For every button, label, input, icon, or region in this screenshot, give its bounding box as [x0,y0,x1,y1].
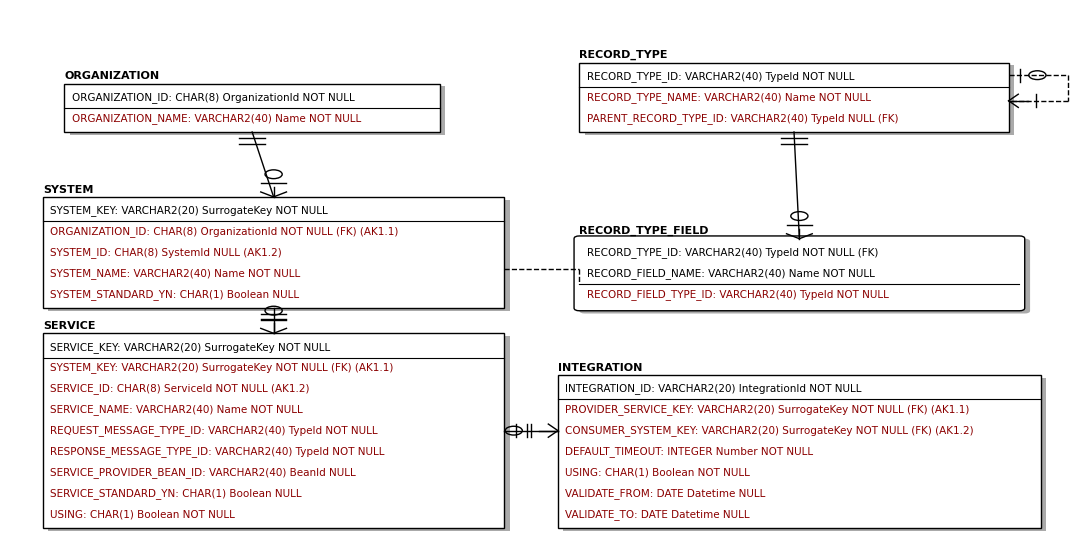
Text: VALIDATE_TO: DATE Datetime NULL: VALIDATE_TO: DATE Datetime NULL [565,509,750,520]
Text: RECORD_TYPE: RECORD_TYPE [579,50,667,60]
Text: SERVICE_PROVIDER_BEAN_ID: VARCHAR2(40) BeanId NULL: SERVICE_PROVIDER_BEAN_ID: VARCHAR2(40) B… [50,467,356,478]
FancyBboxPatch shape [579,239,1030,313]
FancyBboxPatch shape [585,65,1014,135]
Text: SERVICE_STANDARD_YN: CHAR(1) Boolean NULL: SERVICE_STANDARD_YN: CHAR(1) Boolean NUL… [50,488,303,499]
Text: SYSTEM_STANDARD_YN: CHAR(1) Boolean NULL: SYSTEM_STANDARD_YN: CHAR(1) Boolean NULL [50,289,299,300]
Text: CONSUMER_SYSTEM_KEY: VARCHAR2(20) SurrogateKey NOT NULL (FK) (AK1.2): CONSUMER_SYSTEM_KEY: VARCHAR2(20) Surrog… [565,425,974,436]
FancyBboxPatch shape [563,378,1046,531]
Text: SERVICE: SERVICE [43,321,95,331]
FancyBboxPatch shape [574,236,1025,311]
Text: RECORD_TYPE_ID: VARCHAR2(40) TypeId NOT NULL: RECORD_TYPE_ID: VARCHAR2(40) TypeId NOT … [587,71,854,82]
Text: PARENT_RECORD_TYPE_ID: VARCHAR2(40) TypeId NULL (FK): PARENT_RECORD_TYPE_ID: VARCHAR2(40) Type… [587,113,898,124]
FancyBboxPatch shape [48,336,510,531]
Text: REQUEST_MESSAGE_TYPE_ID: VARCHAR2(40) TypeId NOT NULL: REQUEST_MESSAGE_TYPE_ID: VARCHAR2(40) Ty… [50,425,378,436]
Bar [43,197,504,308]
Text: INTEGRATION: INTEGRATION [558,363,643,373]
Text: ORGANIZATION_ID: CHAR(8) OrganizationId NOT NULL (FK) (AK1.1): ORGANIZATION_ID: CHAR(8) OrganizationId … [50,226,399,237]
Text: RECORD_TYPE_FIELD: RECORD_TYPE_FIELD [579,226,709,236]
Text: VALIDATE_FROM: DATE Datetime NULL: VALIDATE_FROM: DATE Datetime NULL [565,488,766,499]
Text: ORGANIZATION_ID: CHAR(8) OrganizationId NOT NULL: ORGANIZATION_ID: CHAR(8) OrganizationId … [72,92,355,103]
Text: RESPONSE_MESSAGE_TYPE_ID: VARCHAR2(40) TypeId NOT NULL: RESPONSE_MESSAGE_TYPE_ID: VARCHAR2(40) T… [50,446,385,457]
Text: SYSTEM_KEY: VARCHAR2(20) SurrogateKey NOT NULL: SYSTEM_KEY: VARCHAR2(20) SurrogateKey NO… [50,205,328,216]
FancyBboxPatch shape [70,86,445,135]
Bar [558,375,1041,528]
Text: SYSTEM_KEY: VARCHAR2(20) SurrogateKey NOT NULL (FK) (AK1.1): SYSTEM_KEY: VARCHAR2(20) SurrogateKey NO… [50,362,394,373]
Text: USING: CHAR(1) Boolean NOT NULL: USING: CHAR(1) Boolean NOT NULL [50,509,235,519]
Bar [579,63,1009,132]
Text: SERVICE_ID: CHAR(8) ServiceId NOT NULL (AK1.2): SERVICE_ID: CHAR(8) ServiceId NOT NULL (… [50,383,310,394]
Bar [43,333,504,528]
Text: INTEGRATION_ID: VARCHAR2(20) IntegrationId NOT NULL: INTEGRATION_ID: VARCHAR2(20) Integration… [565,383,862,394]
Text: SYSTEM_ID: CHAR(8) SystemId NULL (AK1.2): SYSTEM_ID: CHAR(8) SystemId NULL (AK1.2) [50,247,282,258]
Text: RECORD_FIELD_NAME: VARCHAR2(40) Name NOT NULL: RECORD_FIELD_NAME: VARCHAR2(40) Name NOT… [587,268,874,279]
Text: DEFAULT_TIMEOUT: INTEGER Number NOT NULL: DEFAULT_TIMEOUT: INTEGER Number NOT NULL [565,446,813,457]
Text: RECORD_TYPE_ID: VARCHAR2(40) TypeId NOT NULL (FK): RECORD_TYPE_ID: VARCHAR2(40) TypeId NOT … [587,247,879,258]
Text: RECORD_FIELD_TYPE_ID: VARCHAR2(40) TypeId NOT NULL: RECORD_FIELD_TYPE_ID: VARCHAR2(40) TypeI… [587,289,888,300]
FancyBboxPatch shape [48,200,510,311]
Text: SYSTEM_NAME: VARCHAR2(40) Name NOT NULL: SYSTEM_NAME: VARCHAR2(40) Name NOT NULL [50,268,300,279]
Text: SYSTEM: SYSTEM [43,185,93,195]
Text: ORGANIZATION_NAME: VARCHAR2(40) Name NOT NULL: ORGANIZATION_NAME: VARCHAR2(40) Name NOT… [72,113,362,124]
Text: SERVICE_KEY: VARCHAR2(20) SurrogateKey NOT NULL: SERVICE_KEY: VARCHAR2(20) SurrogateKey N… [50,342,330,353]
Text: RECORD_TYPE_NAME: VARCHAR2(40) Name NOT NULL: RECORD_TYPE_NAME: VARCHAR2(40) Name NOT … [587,92,871,103]
Text: PROVIDER_SERVICE_KEY: VARCHAR2(20) SurrogateKey NOT NULL (FK) (AK1.1): PROVIDER_SERVICE_KEY: VARCHAR2(20) Surro… [565,404,970,415]
Text: SERVICE_NAME: VARCHAR2(40) Name NOT NULL: SERVICE_NAME: VARCHAR2(40) Name NOT NULL [50,404,304,415]
Bar [64,84,440,132]
Text: USING: CHAR(1) Boolean NOT NULL: USING: CHAR(1) Boolean NOT NULL [565,468,750,477]
Text: ORGANIZATION: ORGANIZATION [64,72,160,81]
